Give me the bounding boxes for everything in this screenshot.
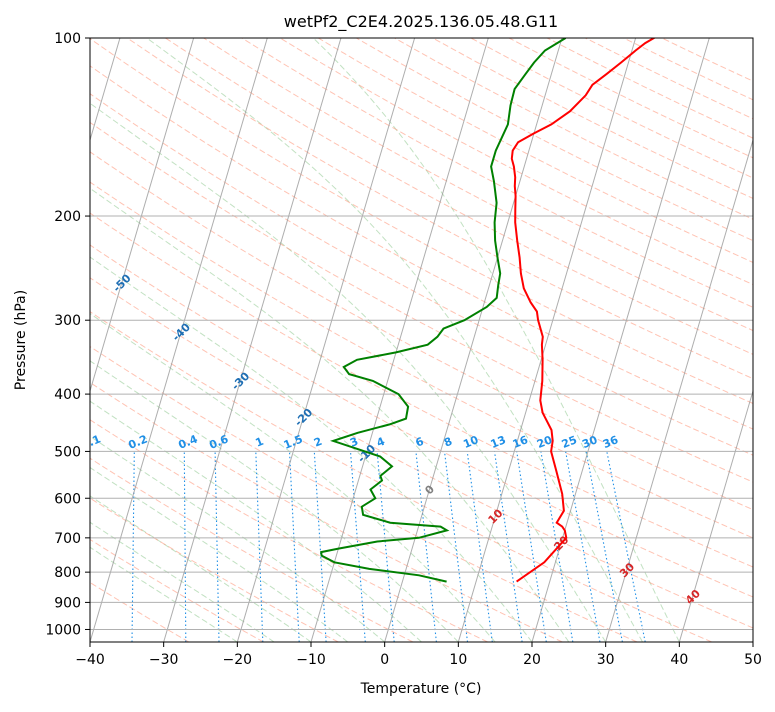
y-tick-label: 700 bbox=[54, 531, 81, 547]
y-tick-label: 400 bbox=[54, 387, 81, 403]
x-tick-label: 20 bbox=[523, 652, 541, 668]
x-tick-label: 0 bbox=[380, 652, 389, 668]
y-tick-label: 600 bbox=[54, 491, 81, 507]
y-tick-label: 300 bbox=[54, 313, 81, 329]
x-tick-label: −40 bbox=[75, 652, 105, 668]
chart-title: wetPf2_C2E4.2025.136.05.48.G11 bbox=[284, 12, 558, 32]
x-axis-label: Temperature (°C) bbox=[360, 681, 482, 697]
y-tick-label: 500 bbox=[54, 444, 81, 460]
y-tick-label: 100 bbox=[54, 31, 81, 47]
y-axis-label: Pressure (hPa) bbox=[13, 290, 29, 390]
x-tick-label: −30 bbox=[149, 652, 179, 668]
x-tick-label: 30 bbox=[597, 652, 615, 668]
x-tick-label: −20 bbox=[223, 652, 253, 668]
y-tick-label: 900 bbox=[54, 595, 81, 611]
x-tick-label: 50 bbox=[744, 652, 762, 668]
x-tick-label: 40 bbox=[670, 652, 688, 668]
y-tick-label: 1000 bbox=[45, 622, 81, 638]
x-tick-label: 10 bbox=[449, 652, 467, 668]
x-tick-label: −10 bbox=[296, 652, 326, 668]
y-tick-label: 200 bbox=[54, 209, 81, 225]
y-tick-label: 800 bbox=[54, 565, 81, 581]
